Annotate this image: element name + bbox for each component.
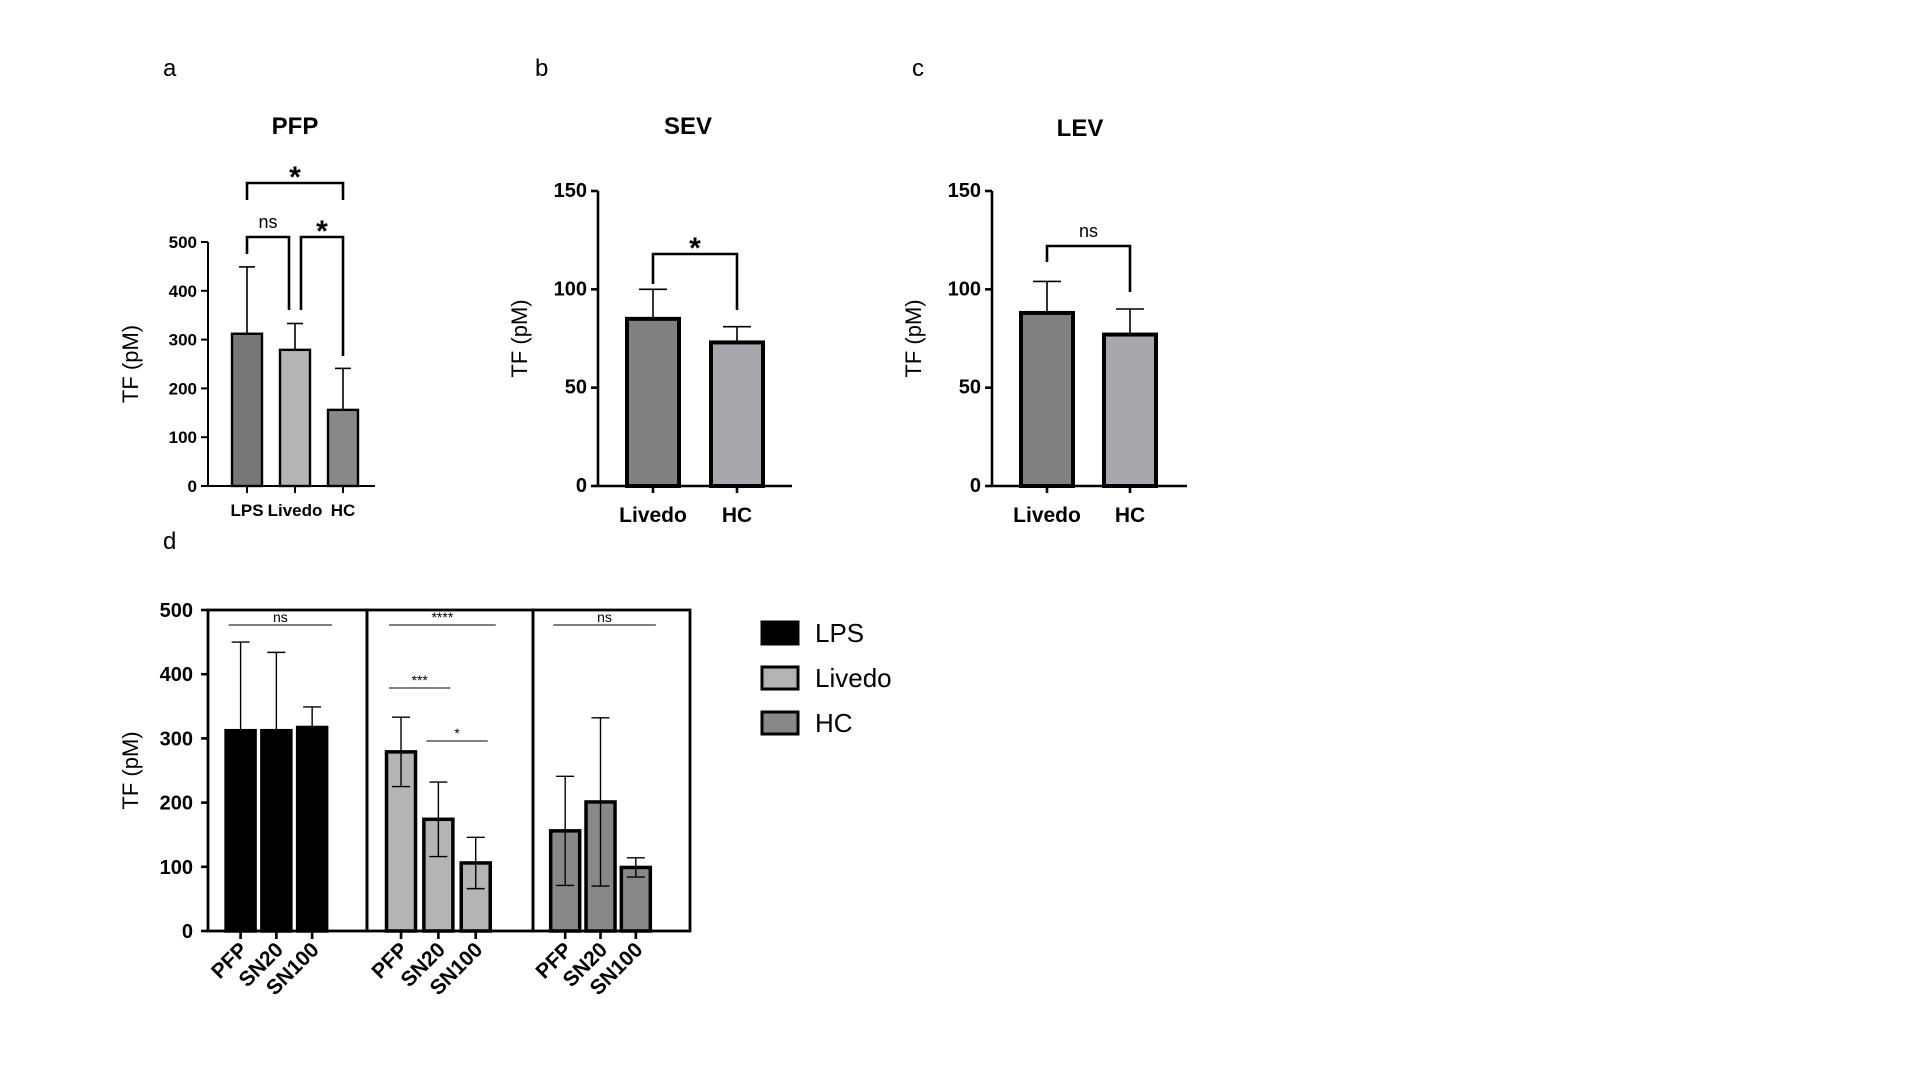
panel-label-a: a <box>163 55 177 82</box>
panel-label-b: b <box>535 55 548 82</box>
significance-label: * <box>289 161 301 194</box>
significance-label: ns <box>1079 221 1098 241</box>
x-tick-label: HC <box>1115 504 1145 527</box>
significance-label: ns <box>597 609 612 625</box>
bar-hc <box>326 408 360 488</box>
panel-b: SEV 0 50 100 150 TF (pM) Livedo HC * <box>507 113 792 527</box>
significance-bracket <box>245 235 291 310</box>
legend-swatch-livedo <box>760 665 800 691</box>
significance-label: * <box>689 232 701 265</box>
significance-bracket <box>299 235 345 356</box>
y-axis-label: TF (pM) <box>118 325 143 403</box>
significance-label: *** <box>412 672 429 688</box>
significance-label: * <box>454 725 460 741</box>
legend-label-hc: HC <box>815 708 853 738</box>
x-tick-label: Livedo <box>1013 504 1081 527</box>
panel-label-d: d <box>163 528 176 555</box>
y-tick-label: 100 <box>948 278 981 300</box>
legend-label-livedo: Livedo <box>815 663 892 693</box>
y-tick-label: 0 <box>182 921 193 943</box>
y-axis-label: TF (pM) <box>118 731 143 809</box>
bar-hc <box>709 340 765 488</box>
x-tick-label: Livedo <box>619 504 687 527</box>
bar-livedo <box>278 348 312 488</box>
bar-lps-sn100 <box>295 725 329 933</box>
legend-label-lps: LPS <box>815 618 864 648</box>
y-tick-label: 100 <box>169 428 197 447</box>
y-tick-label: 200 <box>160 793 193 815</box>
legend-swatch-lps <box>760 620 800 646</box>
y-tick-label: 300 <box>160 728 193 750</box>
y-axis-label: TF (pM) <box>901 299 926 377</box>
y-tick-label: 0 <box>188 477 197 496</box>
significance-label: **** <box>431 609 453 625</box>
y-tick-label: 0 <box>576 475 587 497</box>
chart-title: PFP <box>272 113 319 140</box>
x-tick-label: LPS <box>230 501 263 520</box>
bar-hc <box>1102 332 1158 489</box>
y-tick-label: 500 <box>169 233 197 252</box>
panel-a: PFP 0 100 200 300 400 500 TF (pM) LPS Livedo HC ns *… <box>118 113 375 520</box>
chart-title: LEV <box>1057 115 1104 142</box>
x-tick-label: HC <box>722 504 752 527</box>
bar-livedo <box>625 316 681 489</box>
significance-bracket <box>1045 244 1132 292</box>
significance-label: ns <box>273 609 288 625</box>
y-tick-label: 500 <box>160 600 193 622</box>
y-tick-label: 100 <box>554 278 587 300</box>
legend-swatch-hc <box>760 710 800 736</box>
significance-bracket <box>245 181 345 200</box>
x-tick-label: Livedo <box>268 501 323 520</box>
x-tick-label: HC <box>331 501 356 520</box>
y-tick-label: 0 <box>970 475 981 497</box>
significance-label: ns <box>258 212 277 232</box>
y-tick-label: 300 <box>169 331 197 350</box>
y-tick-label: 100 <box>160 857 193 879</box>
y-tick-label: 50 <box>959 377 981 399</box>
y-tick-label: 50 <box>565 377 587 399</box>
chart-title: SEV <box>664 113 712 140</box>
bar-livedo <box>1019 310 1075 488</box>
y-tick-label: 150 <box>554 180 587 202</box>
bar-lps <box>230 332 264 488</box>
y-tick-label: 400 <box>169 282 197 301</box>
significance-bracket <box>651 252 739 310</box>
significance-label: * <box>316 215 328 248</box>
y-axis-label: TF (pM) <box>507 299 532 377</box>
y-tick-label: 400 <box>160 664 193 686</box>
y-tick-label: 150 <box>948 180 981 202</box>
panel-c: LEV 0 50 100 150 TF (pM) Livedo HC ns <box>901 115 1187 527</box>
panel-label-c: c <box>912 55 924 82</box>
y-tick-label: 200 <box>169 379 197 398</box>
